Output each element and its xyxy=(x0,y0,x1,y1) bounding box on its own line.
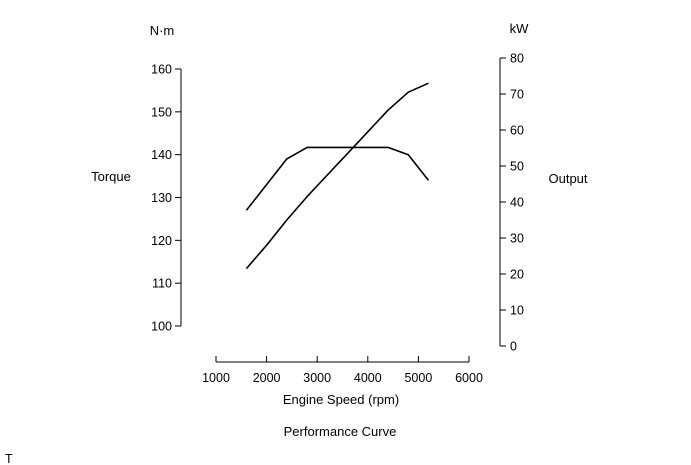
torque-tick-label: 120 xyxy=(151,234,172,248)
torque-tick-label: 130 xyxy=(151,191,172,205)
torque-tick-label: 150 xyxy=(151,105,172,119)
torque-tick-label: 100 xyxy=(151,320,172,334)
output-tick-label: 80 xyxy=(510,52,524,66)
engine-speed-tick-label: 1000 xyxy=(202,371,230,385)
engine-speed-tick-label: 5000 xyxy=(404,371,432,385)
torque-tick-label: 140 xyxy=(151,148,172,162)
output-tick-label: 30 xyxy=(510,232,524,246)
output-tick-label: 50 xyxy=(510,160,524,174)
output-curve xyxy=(245,82,429,270)
torque-tick-label: 160 xyxy=(151,63,172,77)
footer-mark: T xyxy=(5,452,13,465)
torque-tick-label: 110 xyxy=(152,277,172,291)
output-tick-label: 20 xyxy=(510,268,524,282)
engine-speed-tick-label: 3000 xyxy=(303,371,331,385)
output-unit-label: kW xyxy=(510,21,530,36)
output-tick-label: 10 xyxy=(510,304,524,318)
torque-unit-label: N·m xyxy=(150,23,175,38)
torque-curve xyxy=(245,146,430,211)
engine-speed-tick-label: 2000 xyxy=(253,371,281,385)
output-tick-label: 70 xyxy=(510,88,524,102)
output-axis-label: Output xyxy=(548,171,587,186)
x-axis-label: Engine Speed (rpm) xyxy=(283,392,399,407)
torque-axis-label: Torque xyxy=(91,169,131,184)
torque-axis: 100 110 120 130 140 150 160 xyxy=(151,63,182,334)
output-axis: 0 10 20 30 40 50 60 70 80 xyxy=(499,52,524,354)
curves xyxy=(245,82,430,270)
engine-speed-axis: 1000 2000 3000 4000 5000 6000 xyxy=(202,356,483,385)
engine-speed-tick-label: 6000 xyxy=(455,371,483,385)
chart-title: Performance Curve xyxy=(284,424,397,439)
output-tick-label: 0 xyxy=(510,340,517,354)
output-tick-label: 60 xyxy=(510,124,524,138)
engine-speed-tick-label: 4000 xyxy=(354,371,382,385)
output-tick-label: 40 xyxy=(510,196,524,210)
